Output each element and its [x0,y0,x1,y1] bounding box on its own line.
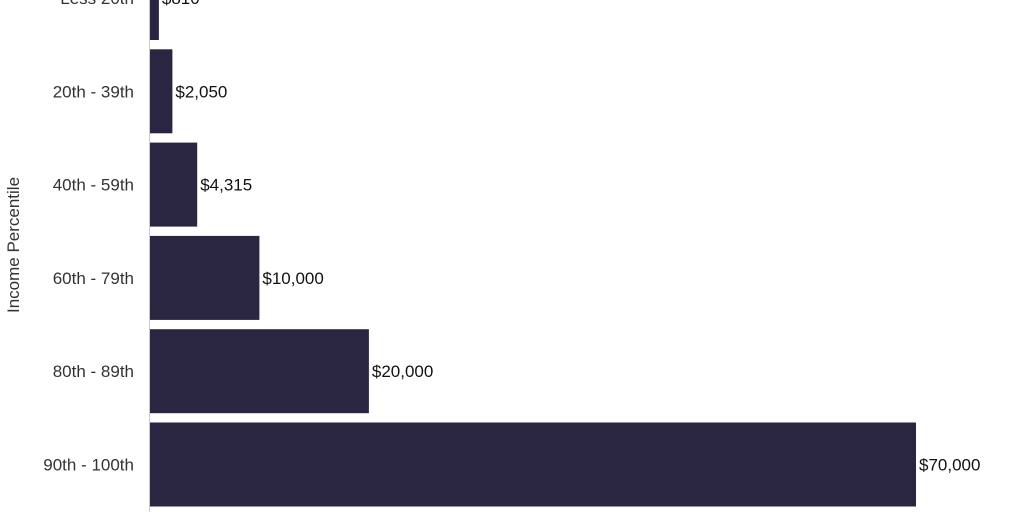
value-label-2: $4,315 [200,176,252,195]
bar-3 [150,235,260,320]
value-label-1: $2,050 [175,82,227,101]
y-axis-title: Income Percentile [4,177,23,313]
bar-4 [150,329,369,414]
category-label-1: 20th - 39th [53,82,134,101]
bar-1 [150,49,173,134]
category-label-5: 90th - 100th [43,456,134,475]
value-label-5: $70,000 [919,456,980,475]
category-label-0: Less 20th [60,0,134,8]
category-label-2: 40th - 59th [53,176,134,195]
value-label-3: $10,000 [262,269,323,288]
bars-layer [150,0,916,507]
category-labels: Less 20th 20th - 39th 40th - 59th 60th - 79… [43,0,134,475]
bar-0 [150,0,159,40]
category-label-3: 60th - 79th [53,269,134,288]
value-label-0: $810 [162,0,200,8]
bar-5 [150,422,916,507]
value-label-4: $20,000 [372,362,433,381]
value-labels: $810 $2,050 $4,315 $10,000 $20,000 $70,000 [162,0,981,475]
category-label-4: 80th - 89th [53,362,134,381]
bar-2 [150,142,198,227]
